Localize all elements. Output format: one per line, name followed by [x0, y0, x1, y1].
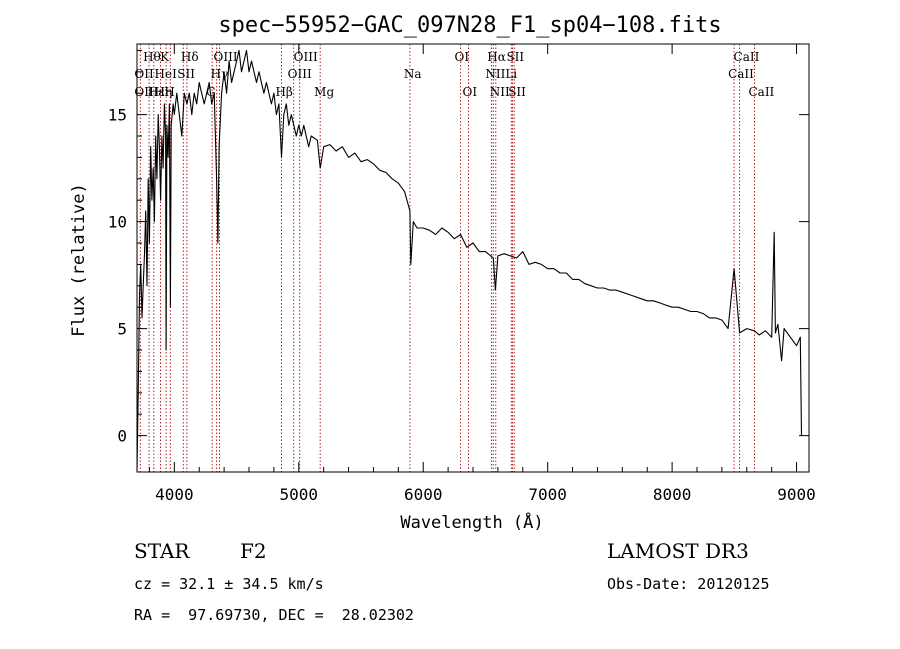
line-marker-label: OIII: [294, 50, 318, 64]
x-tick-label: 9000: [777, 485, 816, 504]
object-subclass: F2: [240, 539, 267, 563]
line-marker-label: CaII: [748, 85, 774, 99]
line-marker-label: SII: [506, 50, 524, 64]
y-tick-label: 5: [117, 320, 127, 339]
line-marker-label: OII: [134, 67, 154, 81]
observation-date: Obs-Date: 20120125: [607, 575, 770, 593]
line-marker-label: Hβ: [275, 85, 292, 99]
line-marker-label: Hη: [155, 85, 173, 99]
line-marker-label: SII: [177, 67, 195, 81]
y-axis-label: Flux (relative): [69, 183, 89, 337]
line-marker-label: NII: [485, 67, 505, 81]
line-marker-label: K: [160, 50, 170, 64]
line-marker-label: Hε: [148, 85, 165, 99]
x-tick-label: 6000: [404, 485, 443, 504]
x-axis-ticks: 4000 5000 6000 7000 8000 9000: [148, 44, 816, 504]
line-marker-label: HeI: [155, 67, 178, 81]
line-marker-label: OI: [455, 50, 470, 64]
survey-name: LAMOST DR3: [607, 539, 749, 563]
line-marker-label: Hθ: [143, 50, 161, 64]
line-marker-label: Na: [404, 67, 422, 81]
x-tick-label: 5000: [280, 485, 319, 504]
line-marker-label: Mg: [314, 85, 334, 99]
y-tick-label: 0: [117, 427, 127, 446]
spectrum-line: [136, 49, 803, 470]
y-tick-label: 15: [108, 106, 127, 125]
line-marker-label: Li: [505, 67, 517, 81]
line-marker-label: OIII: [288, 67, 312, 81]
line-marker-label: CaII: [728, 67, 754, 81]
x-tick-label: 7000: [528, 485, 567, 504]
line-marker-label: OIII: [214, 50, 238, 64]
line-marker-label: G: [206, 85, 216, 99]
line-marker-label: CaII: [734, 50, 760, 64]
line-marker-label: Hα: [487, 50, 506, 64]
x-tick-label: 4000: [155, 485, 194, 504]
y-tick-label: 10: [108, 213, 127, 232]
plot-frame: [136, 43, 810, 473]
line-marker-label: OI: [463, 85, 478, 99]
line-marker-label: SII: [508, 85, 526, 99]
redshift-cz: cz = 32.1 ± 34.5 km/s: [134, 575, 324, 593]
chart-title: spec−55952−GAC_097N28_F1_sp04−108.fits: [218, 13, 721, 38]
line-marker-label: OII: [134, 85, 154, 99]
emission-line-markers: [139, 44, 755, 472]
ra-dec-coordinates: RA = 97.69730, DEC = 28.02302: [134, 606, 414, 624]
line-marker-label: H: [164, 85, 174, 99]
line-marker-label: Hδ: [181, 50, 199, 64]
x-tick-label: 8000: [653, 485, 692, 504]
object-class: STAR: [134, 539, 190, 563]
y-axis-ticks: 0 5 10 15: [108, 49, 809, 446]
line-marker-label: Hγ: [211, 67, 229, 81]
x-axis-label: Wavelength (Å): [400, 511, 543, 533]
line-marker-label: NII: [490, 85, 510, 99]
